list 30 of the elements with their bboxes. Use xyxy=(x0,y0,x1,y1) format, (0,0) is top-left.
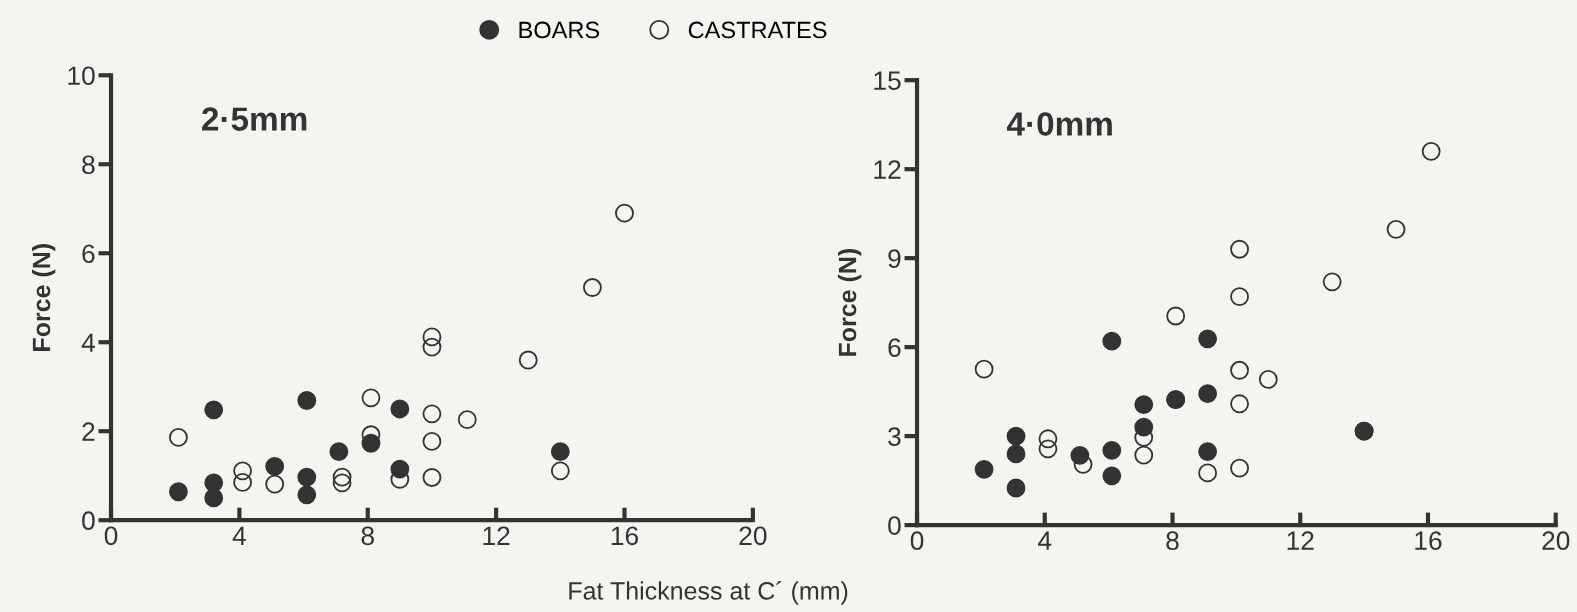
y-tick-label: 10 xyxy=(68,66,95,86)
x-tick-label: 20 xyxy=(739,526,767,546)
x-tick-label: 0 xyxy=(104,526,118,546)
legend-label: BOARS xyxy=(519,21,600,39)
y-tick-label: 6 xyxy=(888,338,901,357)
y-tick-label: 12 xyxy=(874,160,901,179)
x-tick-label: 4 xyxy=(232,526,246,545)
y-tick-label: 3 xyxy=(888,427,901,446)
y-tick-label: 8 xyxy=(82,155,95,175)
x-tick-label: 12 xyxy=(1287,531,1314,550)
text: 4·0mm xyxy=(1006,112,1112,136)
y-tick-label: 15 xyxy=(874,71,901,90)
y-tick-label: 4 xyxy=(81,333,95,352)
x-tick-label: 20 xyxy=(1542,531,1570,551)
text: 2·5mm xyxy=(202,107,307,131)
x-tick-label: 8 xyxy=(361,526,374,546)
y-tick-label: 6 xyxy=(82,244,95,264)
x-tick-label: 4 xyxy=(1038,531,1052,550)
y-tick-label: 2 xyxy=(82,422,95,441)
x-tick-label: 0 xyxy=(910,531,924,551)
x-tick-label: 8 xyxy=(1166,531,1179,551)
legend-label: CASTRATES xyxy=(688,21,827,39)
y-axis-title: Force (N) xyxy=(837,249,862,356)
x-axis-title: Fat Thickness at C´ (mm) xyxy=(569,581,848,605)
x-tick-label: 16 xyxy=(1415,531,1442,551)
x-tick-label: 12 xyxy=(483,526,510,545)
y-tick-label: 9 xyxy=(888,249,901,268)
y-tick-label: 0 xyxy=(82,511,95,531)
x-tick-label: 16 xyxy=(611,526,639,546)
y-axis-title: Force (N) xyxy=(31,244,56,351)
